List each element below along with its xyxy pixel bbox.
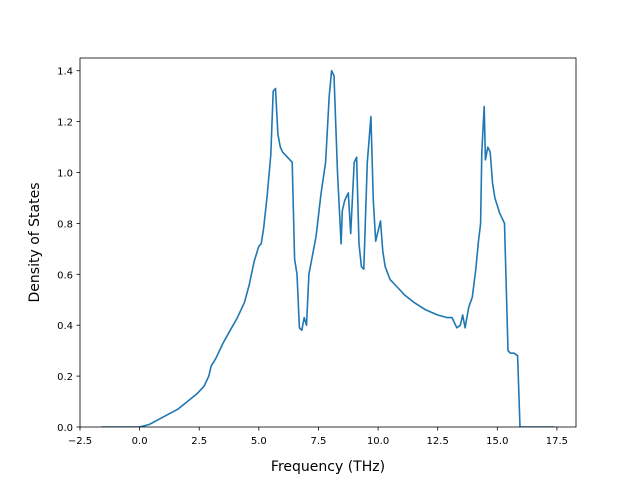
x-tick-label: −2.5 — [68, 436, 92, 447]
dos-series-line — [101, 69, 555, 427]
x-tick-label: 17.5 — [546, 436, 568, 447]
y-tick-label: 0.8 — [57, 219, 73, 230]
x-axis-title: Frequency (THz) — [271, 459, 385, 475]
y-tick-label: 0.0 — [57, 423, 73, 434]
x-tick-label: 2.5 — [191, 436, 207, 447]
x-tick-label: 12.5 — [427, 436, 449, 447]
y-tick-label: 0.2 — [57, 372, 73, 383]
x-tick-label: 7.5 — [311, 436, 327, 447]
x-tick-label: 15.0 — [486, 436, 508, 447]
axes-frame — [79, 57, 577, 428]
axis-ticks: −2.5 0.0 2.5 5.0 7.5 10.0 12.5 15.0 17.5 0.0 0.2 0.… — [57, 67, 568, 447]
y-axis-title: Density of States — [27, 183, 43, 303]
x-tick-label: 0.0 — [132, 436, 148, 447]
y-tick-label: 0.6 — [57, 270, 73, 281]
y-tick-label: 0.4 — [57, 321, 73, 332]
plot-area — [101, 69, 555, 427]
y-tick-label: 1.4 — [57, 67, 73, 78]
y-tick-label: 1.0 — [57, 169, 73, 180]
y-tick-label: 1.2 — [57, 118, 73, 129]
x-tick-label: 5.0 — [251, 436, 267, 447]
x-tick-label: 10.0 — [367, 436, 389, 447]
